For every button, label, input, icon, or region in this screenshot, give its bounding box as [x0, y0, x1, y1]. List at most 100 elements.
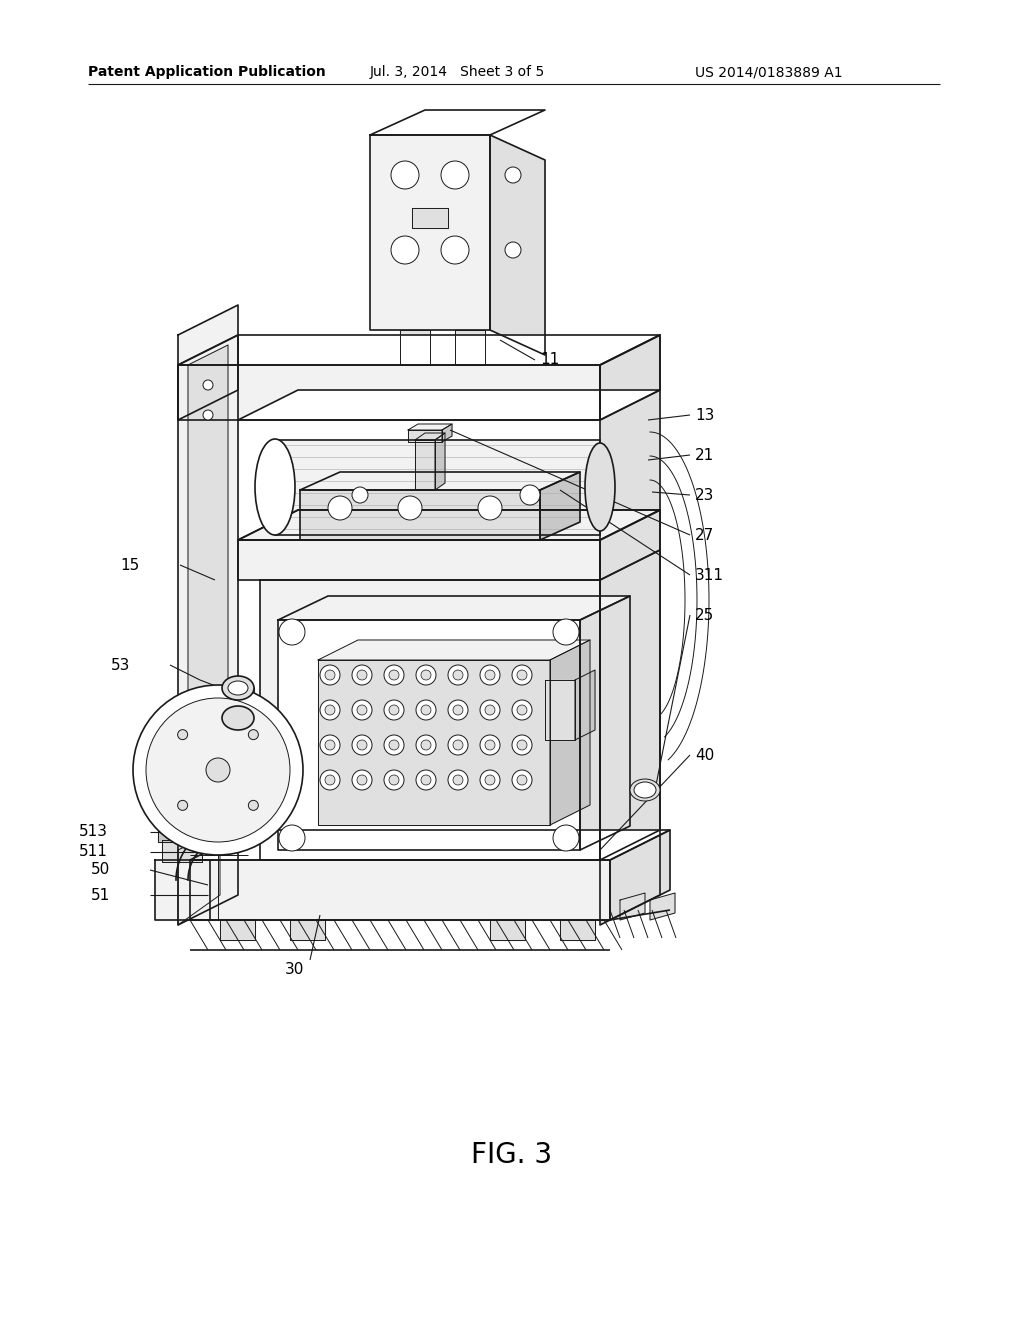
Polygon shape	[545, 680, 575, 741]
Text: 11: 11	[540, 352, 559, 367]
Circle shape	[249, 730, 258, 739]
Polygon shape	[238, 510, 660, 540]
Polygon shape	[178, 366, 600, 420]
Text: 21: 21	[695, 447, 715, 462]
Circle shape	[416, 700, 436, 719]
Polygon shape	[290, 920, 325, 940]
Circle shape	[177, 730, 187, 739]
Polygon shape	[300, 490, 540, 540]
Polygon shape	[415, 433, 445, 440]
Ellipse shape	[585, 444, 615, 531]
Polygon shape	[158, 820, 205, 842]
Circle shape	[485, 775, 495, 785]
Polygon shape	[178, 335, 660, 366]
Polygon shape	[300, 473, 580, 490]
Polygon shape	[238, 540, 600, 579]
Circle shape	[520, 484, 540, 506]
Circle shape	[517, 671, 527, 680]
Polygon shape	[238, 510, 660, 540]
Circle shape	[416, 770, 436, 789]
Circle shape	[177, 800, 187, 810]
Circle shape	[352, 487, 368, 503]
Circle shape	[203, 755, 213, 766]
Circle shape	[203, 380, 213, 389]
Circle shape	[512, 700, 532, 719]
Circle shape	[319, 700, 340, 719]
Polygon shape	[600, 510, 660, 579]
Circle shape	[279, 825, 305, 851]
Polygon shape	[490, 135, 545, 355]
Circle shape	[553, 619, 579, 645]
Circle shape	[449, 770, 468, 789]
Circle shape	[441, 161, 469, 189]
Polygon shape	[162, 840, 202, 862]
Circle shape	[449, 665, 468, 685]
Circle shape	[325, 775, 335, 785]
Polygon shape	[178, 335, 238, 420]
Circle shape	[352, 735, 372, 755]
Polygon shape	[222, 688, 254, 718]
Circle shape	[325, 741, 335, 750]
Text: 23: 23	[695, 487, 715, 503]
Text: Jul. 3, 2014   Sheet 3 of 5: Jul. 3, 2014 Sheet 3 of 5	[370, 65, 545, 79]
Text: 30: 30	[286, 962, 305, 978]
Circle shape	[505, 242, 521, 257]
Circle shape	[416, 665, 436, 685]
Polygon shape	[265, 789, 278, 825]
Polygon shape	[600, 335, 660, 925]
Circle shape	[206, 758, 230, 781]
Circle shape	[485, 671, 495, 680]
Polygon shape	[415, 440, 435, 490]
Ellipse shape	[255, 440, 295, 535]
Text: 511: 511	[79, 845, 108, 859]
Polygon shape	[455, 330, 485, 366]
Ellipse shape	[222, 706, 254, 730]
Circle shape	[517, 705, 527, 715]
Polygon shape	[178, 830, 220, 925]
Circle shape	[421, 671, 431, 680]
Circle shape	[391, 236, 419, 264]
Circle shape	[391, 161, 419, 189]
Circle shape	[480, 770, 500, 789]
Polygon shape	[600, 550, 660, 861]
Polygon shape	[550, 640, 590, 825]
Polygon shape	[370, 135, 490, 330]
Polygon shape	[318, 660, 550, 825]
Circle shape	[249, 800, 258, 810]
Circle shape	[485, 741, 495, 750]
Circle shape	[480, 700, 500, 719]
Polygon shape	[490, 920, 525, 940]
Circle shape	[421, 741, 431, 750]
Circle shape	[389, 671, 399, 680]
Circle shape	[453, 741, 463, 750]
Text: 311: 311	[695, 568, 724, 582]
Polygon shape	[412, 209, 449, 228]
Circle shape	[389, 775, 399, 785]
Circle shape	[203, 411, 213, 420]
Text: 40: 40	[695, 747, 715, 763]
Circle shape	[449, 700, 468, 719]
Circle shape	[421, 705, 431, 715]
Circle shape	[384, 735, 404, 755]
Circle shape	[389, 741, 399, 750]
Polygon shape	[400, 330, 430, 366]
Ellipse shape	[634, 781, 656, 799]
Circle shape	[384, 665, 404, 685]
Circle shape	[384, 770, 404, 789]
Text: 50: 50	[91, 862, 110, 878]
Ellipse shape	[222, 676, 254, 700]
Circle shape	[384, 700, 404, 719]
Polygon shape	[275, 440, 600, 535]
Polygon shape	[188, 345, 228, 780]
Circle shape	[319, 735, 340, 755]
Circle shape	[279, 619, 305, 645]
Circle shape	[352, 700, 372, 719]
Circle shape	[453, 705, 463, 715]
Polygon shape	[575, 671, 595, 741]
Text: FIG. 3: FIG. 3	[471, 1140, 553, 1170]
Circle shape	[357, 775, 367, 785]
Circle shape	[453, 775, 463, 785]
Circle shape	[325, 671, 335, 680]
Polygon shape	[408, 430, 442, 442]
Ellipse shape	[228, 681, 248, 696]
